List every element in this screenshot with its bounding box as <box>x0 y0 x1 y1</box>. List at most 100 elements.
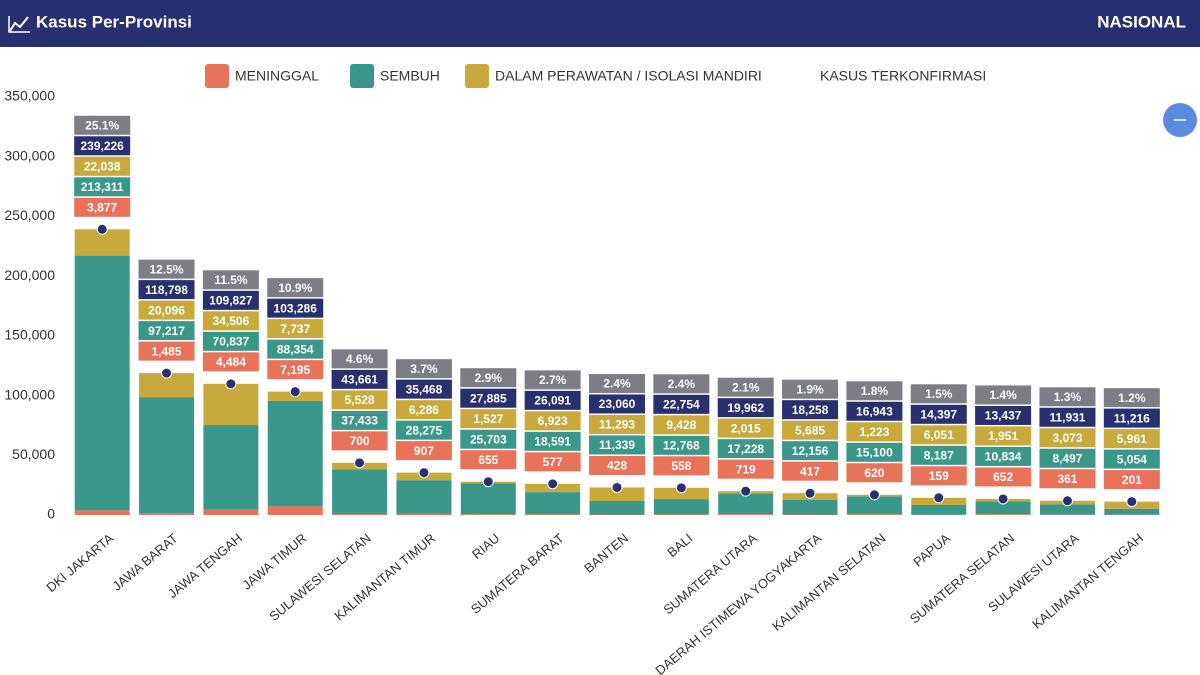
bar-segment <box>203 509 259 515</box>
data-label-text: 2.1% <box>732 380 760 394</box>
data-label: 361 <box>1039 469 1096 489</box>
data-label-box <box>1039 428 1096 448</box>
data-label-text: 2.7% <box>539 373 567 387</box>
legend-label: SEMBUH <box>380 68 440 84</box>
data-label-box <box>395 400 452 420</box>
data-label: 5,961 <box>1103 429 1160 449</box>
data-label-text: 5,528 <box>345 393 375 407</box>
data-label-box <box>846 442 903 462</box>
data-label: 3.7% <box>395 359 452 379</box>
bar-segment <box>74 510 130 515</box>
data-label-box <box>267 339 324 359</box>
data-label-box <box>717 459 774 479</box>
data-label-box <box>846 422 903 442</box>
data-label: 159 <box>910 466 967 486</box>
data-label-text: 12,768 <box>663 438 700 452</box>
bar-segment <box>203 383 259 426</box>
data-label: 25.1% <box>74 115 131 135</box>
data-label-text: 13,437 <box>985 409 1022 423</box>
data-label-text: 1.4% <box>989 388 1017 402</box>
data-label-box <box>202 352 259 372</box>
bar-segment <box>396 513 452 515</box>
data-label-text: 907 <box>414 444 434 458</box>
data-label-box <box>975 385 1032 405</box>
y-tick-label: 50,000 <box>12 446 55 462</box>
y-tick-label: 200,000 <box>4 267 55 283</box>
data-label: 12,156 <box>782 441 839 461</box>
total-dot <box>933 492 945 504</box>
data-label-box <box>74 197 131 217</box>
data-label: 428 <box>589 455 645 475</box>
data-label-text: 11,931 <box>1049 410 1085 424</box>
data-label: 12,768 <box>653 435 710 455</box>
data-label-box <box>202 270 259 290</box>
data-label-box <box>524 370 581 390</box>
data-label: 719 <box>717 459 774 479</box>
data-label-box <box>331 431 388 451</box>
data-label-box <box>975 405 1032 425</box>
data-label-box <box>782 441 839 461</box>
bar-segment <box>74 255 130 511</box>
data-label-box <box>138 341 195 361</box>
data-label-text: 12.5% <box>150 262 184 276</box>
data-label-box <box>524 390 581 410</box>
data-label-text: 1,951 <box>988 429 1018 443</box>
data-label-box <box>138 300 195 320</box>
data-label: 213,311 <box>74 177 131 197</box>
data-label-box <box>1039 387 1096 407</box>
data-label: 37,433 <box>331 410 388 430</box>
data-label: 6,286 <box>395 400 452 420</box>
data-label: 620 <box>846 463 903 483</box>
data-label: 88,354 <box>267 339 324 359</box>
x-tick-label: KALIMANTAN TENGAH <box>1029 530 1146 631</box>
x-tick-label: JAWA TIMUR <box>239 530 309 592</box>
data-label: 1.2% <box>1103 388 1160 408</box>
data-label-box <box>202 331 259 351</box>
data-label-box <box>1039 469 1096 489</box>
data-label-box <box>846 401 903 421</box>
data-label-text: 1.9% <box>796 382 824 396</box>
data-label: 14,397 <box>910 404 967 424</box>
data-label-box <box>910 466 967 486</box>
data-label-text: 719 <box>736 462 756 476</box>
data-label: 11.5% <box>202 270 259 290</box>
header-scope[interactable]: NASIONAL <box>1097 12 1186 31</box>
data-label-box <box>717 418 774 438</box>
data-label: 417 <box>782 461 839 481</box>
data-label-box <box>653 394 710 414</box>
data-label-box <box>74 136 131 156</box>
data-label-box <box>331 410 388 430</box>
data-label-box <box>395 420 452 440</box>
data-label-text: 103,286 <box>274 301 318 315</box>
data-label-box <box>138 259 195 279</box>
data-label: 239,226 <box>74 136 131 156</box>
data-label: 1.9% <box>782 379 839 399</box>
data-label-box <box>395 359 452 379</box>
bar-segment <box>525 492 581 515</box>
legend-swatch <box>350 64 374 88</box>
bar-segment <box>267 400 323 507</box>
data-label: 19,962 <box>717 398 774 418</box>
data-label: 15,100 <box>846 442 903 462</box>
zoom-button[interactable] <box>1163 103 1197 137</box>
data-label: 907 <box>395 441 452 461</box>
data-label-box <box>138 280 195 300</box>
data-label-text: 558 <box>671 459 691 473</box>
data-label-box <box>331 349 388 369</box>
total-dot <box>354 457 366 469</box>
data-label-text: 1,223 <box>859 425 889 439</box>
data-label-box <box>524 411 581 431</box>
data-label: 2.1% <box>717 377 774 397</box>
data-label-text: 428 <box>607 459 627 473</box>
data-label: 26,091 <box>524 390 581 410</box>
x-tick-label: RIAU <box>469 530 502 561</box>
data-label-text: 43,661 <box>341 373 378 387</box>
bar-segment <box>332 514 388 515</box>
bar-segment <box>139 513 195 515</box>
total-dot <box>868 489 880 501</box>
legend-swatch <box>205 64 229 88</box>
data-label-text: 37,433 <box>341 414 378 428</box>
data-label-box <box>1103 470 1160 490</box>
total-dot <box>418 467 430 479</box>
bar-segment <box>782 499 838 515</box>
